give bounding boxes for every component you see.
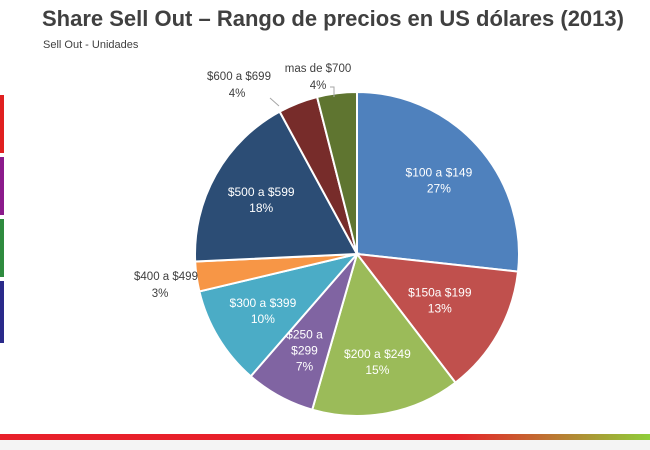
pie-slice-150a-199 <box>354 252 520 385</box>
side-tab-red <box>0 95 4 153</box>
pie-slice-mas-de-700 <box>315 90 358 255</box>
slice-percent-mas-de-700: 4% <box>310 80 327 92</box>
slice-label-400-a-499: $400 a $499 <box>134 271 198 283</box>
side-tab-navy <box>0 281 4 343</box>
slice-label-300-a-399: $300 a $399 10% <box>230 296 297 326</box>
pie-slice-500-a-599 <box>194 110 359 263</box>
pie-slice-100-a-149 <box>356 90 520 273</box>
slice-label-600-a-699: $600 a $699 <box>207 71 271 83</box>
slice-label-200-a-249: $200 a $249 15% <box>344 347 411 377</box>
side-tab-purple <box>0 157 4 215</box>
slice-label-100-a-149: $100 a $149 27% <box>406 166 473 196</box>
pie-slice-200-a-249 <box>311 251 457 417</box>
slice-label-mas-de-700: mas de $700 <box>285 63 352 75</box>
chart-subtitle: Sell Out - Unidades <box>43 39 139 51</box>
leader-line-600-a-699 <box>269 97 280 107</box>
side-tab-green <box>0 219 4 277</box>
bottom-band-light <box>0 440 650 450</box>
leader-line-mas-de-700 <box>330 86 335 97</box>
chart-title: Share Sell Out – Rango de precios en US … <box>42 6 624 31</box>
slice-label-500-a-599: $500 a $599 18% <box>228 185 295 215</box>
slice-label-150a-199: $150a $199 13% <box>408 286 472 316</box>
slice-label-250-a-299: $250 a $299 7% <box>286 328 323 374</box>
pie-slice-300-a-399 <box>198 252 360 378</box>
bottom-band-red <box>0 434 650 440</box>
slice-percent-400-a-499: 3% <box>152 288 169 300</box>
slice-percent-600-a-699: 4% <box>229 88 246 100</box>
